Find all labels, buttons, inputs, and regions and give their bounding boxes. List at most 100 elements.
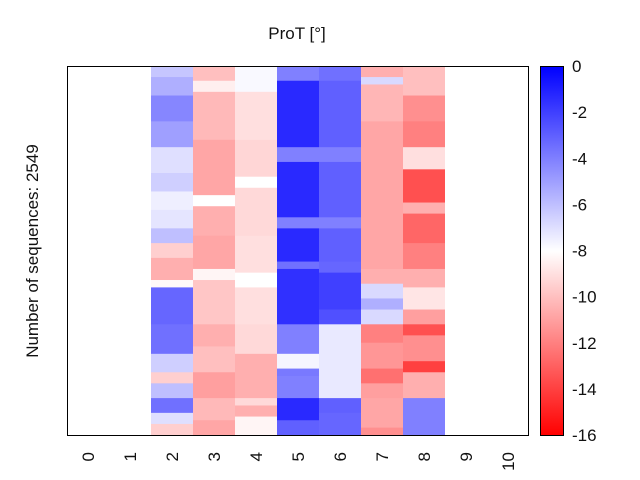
heatmap-cell-col2-seg3 (151, 121, 193, 148)
heatmap-cell-col5-seg8 (277, 324, 319, 355)
heatmap-cell-col4-seg4 (235, 187, 277, 237)
heatmap-cell-col2-seg8 (151, 228, 193, 244)
colorbar-tick-2: -4 (572, 149, 587, 168)
heatmap-cell-col5-seg7 (277, 268, 319, 325)
heatmap-cells (151, 66, 445, 436)
colorbar-tick-7: -14 (572, 380, 597, 399)
colorbar-tick-8: -16 (572, 426, 597, 445)
x-tick-label-5: 5 (289, 452, 308, 461)
heatmap-cell-col2-seg11 (151, 280, 193, 288)
heatmap-cell-col4-seg10 (235, 398, 277, 406)
heatmap-cell-col3-seg5 (193, 206, 235, 237)
heatmap-cell-col8-seg12 (403, 335, 445, 362)
heatmap-cell-col5-seg10 (277, 368, 319, 377)
heatmap-cell-col2-seg17 (151, 398, 193, 414)
heatmap-cell-col8-seg1 (403, 95, 445, 122)
heatmap-cell-col2-seg15 (151, 372, 193, 384)
heatmap-cell-col8-seg8 (403, 268, 445, 288)
colorbar (540, 66, 564, 436)
heatmap-cell-col7-seg9 (361, 309, 403, 325)
heatmap-cell-col2-seg2 (151, 95, 193, 122)
colorbar-tick-0: 0 (572, 57, 581, 76)
heatmap-cell-col7-seg6 (361, 268, 403, 285)
heatmap-cell-col2-seg9 (151, 243, 193, 259)
heatmap-cell-col7-seg8 (361, 298, 403, 311)
heatmap-cell-col5-seg6 (277, 261, 319, 270)
heatmap-cell-col8-seg4 (403, 169, 445, 204)
heatmap-cell-col4-seg8 (235, 324, 277, 355)
colorbar-tick-4: -8 (572, 242, 587, 261)
heatmap-cell-col5-seg3 (277, 161, 319, 218)
heatmap-cell-col3-seg2 (193, 91, 235, 141)
colorbar-tick-labels: 0 -2 -4 -6 -8 -10 -12 -14 -16 (572, 57, 597, 445)
heatmap-cell-col7-seg14 (361, 398, 403, 429)
plot-frame (67, 66, 529, 436)
heatmap-cell-col8-seg7 (403, 243, 445, 270)
heatmap-cell-col2-seg13 (151, 324, 193, 355)
heatmap-cell-col3-seg12 (193, 398, 235, 421)
heatmap-cell-col3-seg9 (193, 324, 235, 347)
heatmap-cell-col5-seg11 (277, 375, 319, 399)
heatmap-cell-col8-seg9 (403, 287, 445, 311)
heatmap-cell-col5-seg4 (277, 217, 319, 229)
heatmap-cell-col5-seg1 (277, 80, 319, 148)
heatmap-cell-col3-seg4 (193, 195, 235, 207)
heatmap-cell-col7-seg0 (361, 66, 403, 78)
x-tick-labels: 0 1 2 3 4 5 6 7 8 9 10 (79, 452, 518, 471)
heatmap-cell-col2-seg0 (151, 66, 193, 78)
heatmap-cell-col4-seg6 (235, 272, 277, 288)
heatmap-cell-col8-seg10 (403, 309, 445, 325)
heatmap-cell-col6-seg7 (319, 272, 361, 311)
heatmap-cell-col2-seg10 (151, 257, 193, 281)
heatmap-cell-col6-seg3 (319, 161, 361, 218)
heatmap-cell-col3-seg0 (193, 66, 235, 82)
chart-title: ProT [°] (268, 24, 326, 43)
heatmap-cell-col4-seg11 (235, 405, 277, 418)
heatmap-cell-col6-seg0 (319, 66, 361, 82)
heatmap-cell-col8-seg6 (403, 213, 445, 244)
heatmap-cell-col4-seg12 (235, 416, 277, 436)
heatmap-cell-col7-seg4 (361, 161, 403, 222)
heatmap-cell-col6-seg5 (319, 228, 361, 263)
x-tick-label-4: 4 (247, 452, 266, 461)
heatmap-cell-col8-seg3 (403, 147, 445, 170)
heatmap-cell-col7-seg10 (361, 324, 403, 344)
heatmap-cell-col5-seg9 (277, 353, 319, 370)
heatmap-cell-col8-seg14 (403, 372, 445, 399)
heatmap-cell-col3-seg3 (193, 139, 235, 196)
heatmap-cell-col5-seg13 (277, 420, 319, 436)
heatmap-cell-col5-seg12 (277, 398, 319, 421)
heatmap-cell-col4-seg3 (235, 176, 277, 189)
x-tick-label-8: 8 (415, 452, 434, 461)
heatmap-cell-col3-seg7 (193, 268, 235, 281)
heatmap-cell-col5-seg5 (277, 228, 319, 263)
heatmap-cell-col6-seg9 (319, 324, 361, 399)
x-tick-label-3: 3 (205, 452, 224, 461)
heatmap-cell-col3-seg8 (193, 280, 235, 325)
heatmap-cell-col7-seg3 (361, 121, 403, 163)
x-tick-label-0: 0 (79, 452, 98, 461)
heatmap-cell-col2-seg14 (151, 353, 193, 373)
heatmap-cell-col6-seg2 (319, 147, 361, 163)
colorbar-tick-5: -10 (572, 288, 597, 307)
y-axis-label: Number of sequences: 2549 (23, 144, 42, 358)
heatmap-cell-col4-seg1 (235, 91, 277, 141)
heatmap-cell-col6-seg1 (319, 80, 361, 148)
colorbar-tick-1: -2 (572, 103, 587, 122)
x-tick-label-2: 2 (163, 452, 182, 461)
heatmap-cell-col7-seg7 (361, 283, 403, 299)
heatmap-cell-col3-seg11 (193, 372, 235, 399)
heatmap-cell-col2-seg12 (151, 287, 193, 325)
colorbar-tick-6: -12 (572, 334, 597, 353)
heatmap-cell-col7-seg13 (361, 383, 403, 399)
heatmap-cell-col6-seg10 (319, 398, 361, 414)
heatmap-cell-col8-seg11 (403, 324, 445, 336)
heatmap-cell-col8-seg0 (403, 66, 445, 97)
heatmap-cell-col4-seg0 (235, 66, 277, 93)
heatmap-cell-col5-seg2 (277, 147, 319, 163)
x-tick-label-9: 9 (457, 452, 476, 461)
x-tick-label-10: 10 (499, 452, 518, 471)
heatmap-cell-col8-seg15 (403, 398, 445, 436)
heatmap-cell-col3-seg6 (193, 235, 235, 270)
heatmap-cell-col4-seg2 (235, 139, 277, 178)
